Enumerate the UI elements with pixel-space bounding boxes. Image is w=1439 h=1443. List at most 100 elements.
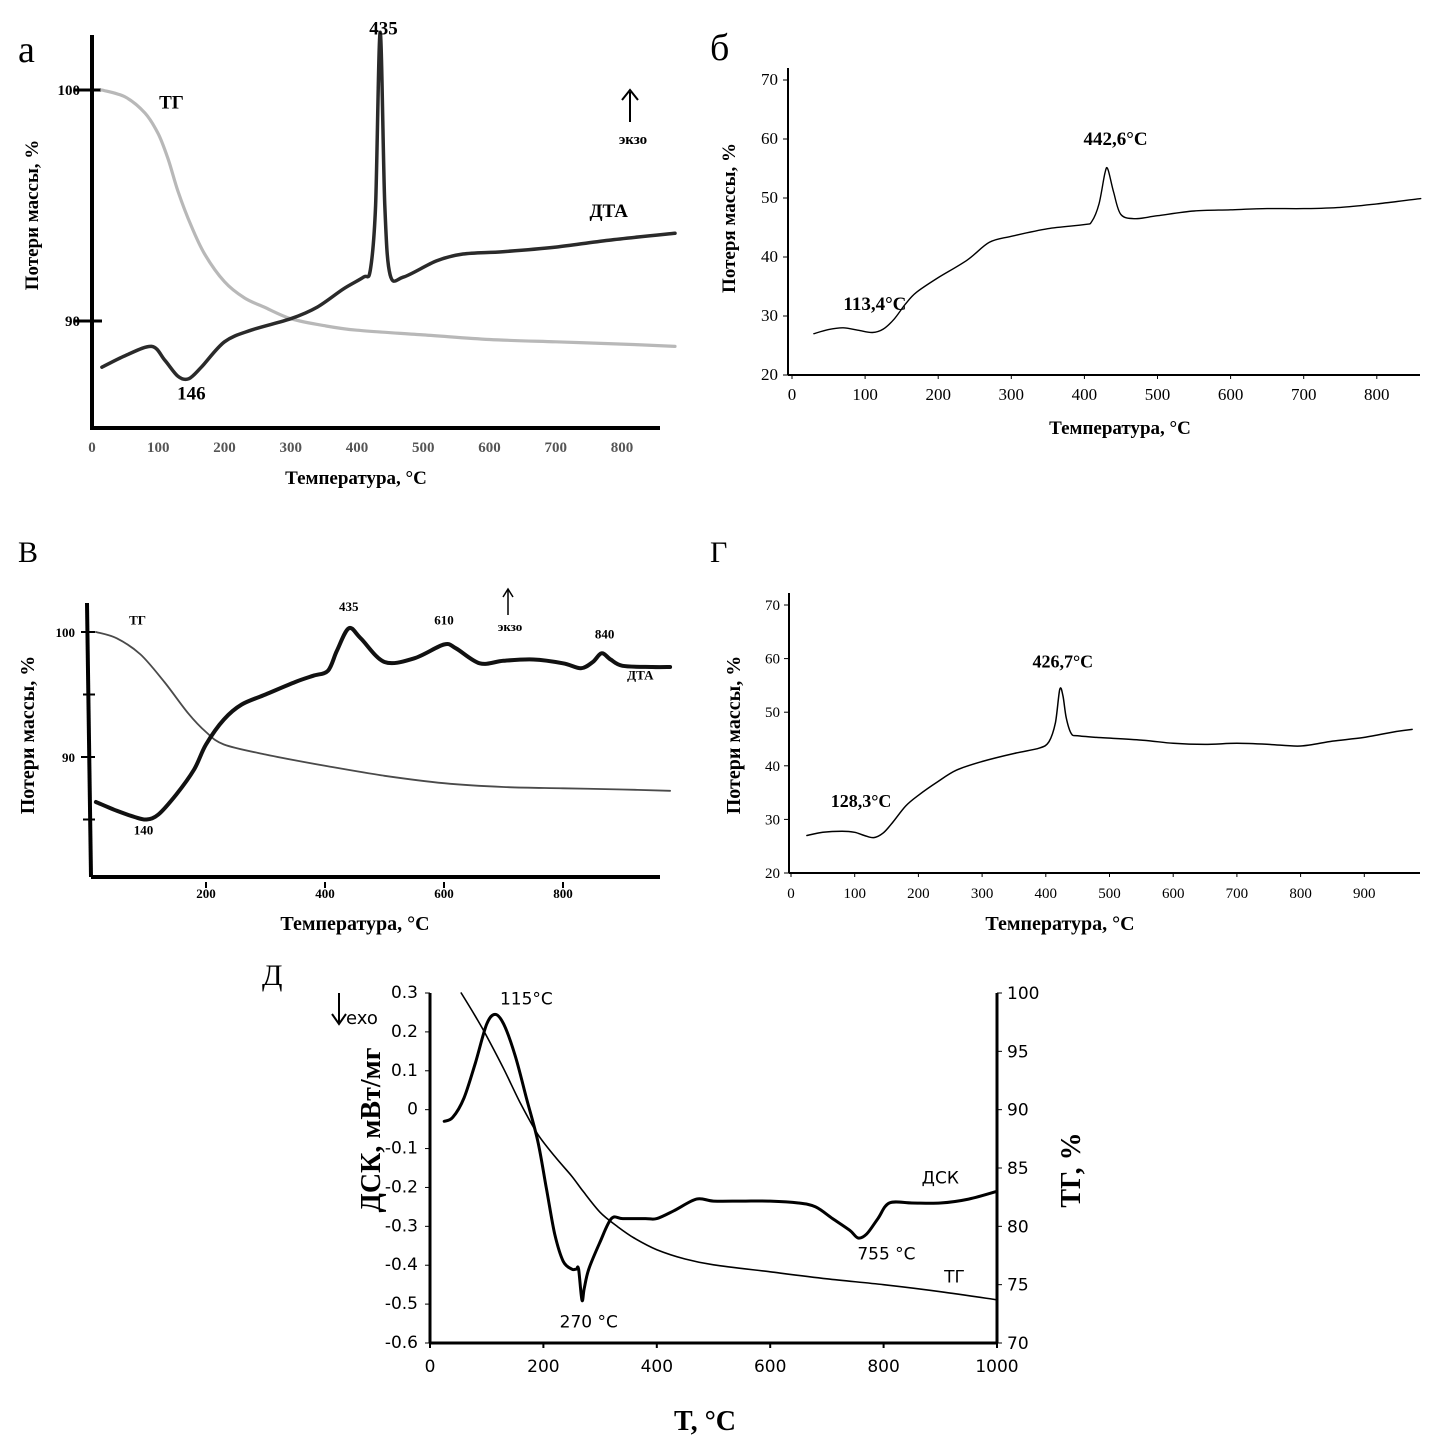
y-axis-label-b: Потеря массы, % xyxy=(719,143,740,293)
exo-arrow-icon-v xyxy=(502,587,514,615)
x-tick-label: 800 xyxy=(1364,385,1390,404)
y2-tick-label: 75 xyxy=(1007,1276,1029,1296)
x-tick-label: 0 xyxy=(787,886,795,902)
y-axis-v xyxy=(85,602,93,878)
annotation-label: ДТА xyxy=(589,201,628,222)
exo-arrow-icon-a xyxy=(621,88,639,122)
y-tick-label: -0.3 xyxy=(385,1216,418,1236)
x-tick-label: 700 xyxy=(1226,886,1249,902)
x-tick-label: 700 xyxy=(545,440,568,456)
exo-label-a: экзо xyxy=(619,132,647,148)
y2-tick-label: 95 xyxy=(1007,1042,1029,1062)
annotation-label: 840 xyxy=(595,626,615,641)
exo-label-d: exo xyxy=(346,1008,378,1029)
x-tick-label: 0 xyxy=(425,1357,436,1377)
x-tick-labels-b: 0 100 200 300 400 500 600 700 800 xyxy=(788,375,1390,404)
annotation-label: 442,6°С xyxy=(1084,129,1148,150)
y-tick-label: 40 xyxy=(761,247,778,266)
y-tick-label: 20 xyxy=(761,365,778,384)
series-line-ТГ xyxy=(460,992,998,1301)
annotations-a: ТГ ДТА 435 146 xyxy=(159,19,628,405)
annotations-b: 113,4°С 442,6°С xyxy=(843,129,1147,315)
y-tick-label: 30 xyxy=(761,306,778,325)
annotation-label: 435 xyxy=(339,599,359,614)
x-tick-label: 200 xyxy=(213,440,236,456)
y-tick-label: 70 xyxy=(765,598,780,614)
x-axis-label-v: Температура, °С xyxy=(280,913,429,935)
y-axis-label-a: Потери массы, % xyxy=(22,140,43,291)
series-line-ДТА xyxy=(100,30,677,382)
annotations-d: 115°C 270 °C 755 °C ДСК ТГ xyxy=(500,990,965,1333)
annotation-label: 146 xyxy=(177,384,206,405)
x-tick-labels-a: 0 100 200 300 400 500 600 700 800 xyxy=(88,440,633,456)
series-line-ДСК xyxy=(442,1012,999,1303)
x-tick-label: 400 xyxy=(1035,886,1058,902)
x-tick-label: 900 xyxy=(1353,886,1376,902)
y-tick-label: 0.3 xyxy=(391,983,418,1003)
panel-v: В 200 400 600 800 100 90 ТГ ДТА 435 610 840 140 Т… xyxy=(17,536,673,935)
annotation-label: 115°C xyxy=(500,990,553,1010)
panel-g: Г 0 100 200 300 400 500 600 700 800 900 20 30 40 50 6… xyxy=(710,536,1420,935)
y-axis-label-left-d: ДСК, мВт/мг xyxy=(356,1048,387,1213)
x-tick-label: 100 xyxy=(852,385,878,404)
y-tick-label: 60 xyxy=(761,129,778,148)
x-tick-labels-v: 200 400 600 800 xyxy=(196,882,573,901)
x-tick-label: 400 xyxy=(641,1357,673,1377)
y-tick-label: 90 xyxy=(65,314,80,330)
series-line-main xyxy=(813,166,1422,335)
x-tick-label: 600 xyxy=(754,1357,786,1377)
x-tick-label: 500 xyxy=(1145,385,1171,404)
x-axis-label-g: Температура, °С xyxy=(985,913,1134,935)
annotations-g: 128,3°С 426,7°С xyxy=(831,652,1093,811)
annotation-label: 128,3°С xyxy=(831,791,892,811)
x-tick-label: 300 xyxy=(280,440,303,456)
panel-a: а 0 100 200 300 400 500 600 700 800 100 90 ТГ ДТА 4… xyxy=(18,19,677,489)
y-tick-labels-left-d: 0.3 0.2 0.1 0 -0.1 -0.2 -0.3 -0.4 -0.5 -0.6 xyxy=(385,983,430,1353)
series-line-ТГ xyxy=(95,631,671,792)
x-tick-labels-d: 0 200 400 600 800 1000 xyxy=(425,1343,1019,1377)
x-tick-label: 100 xyxy=(843,886,866,902)
series-g xyxy=(806,687,1413,839)
x-tick-label: 0 xyxy=(788,385,797,404)
x-tick-label: 1000 xyxy=(975,1357,1018,1377)
x-tick-label: 700 xyxy=(1291,385,1317,404)
y-tick-labels-v: 100 90 xyxy=(56,625,95,821)
y-tick-label: 100 xyxy=(56,625,76,640)
y-tick-label: 50 xyxy=(765,705,780,721)
x-tick-label: 800 xyxy=(1289,886,1312,902)
y-tick-label: 90 xyxy=(62,750,75,765)
y-axis-label-g: Потери массы, % xyxy=(723,656,745,815)
annotation-label: 113,4°С xyxy=(843,294,906,315)
x-tick-label: 800 xyxy=(553,886,573,901)
y-tick-label: 60 xyxy=(765,652,780,668)
x-tick-label: 500 xyxy=(1098,886,1121,902)
exo-arrow-icon-d xyxy=(331,993,347,1026)
x-tick-label: 600 xyxy=(434,886,454,901)
y-tick-label: -0.5 xyxy=(385,1294,418,1314)
annotation-label: ТГ xyxy=(943,1268,965,1288)
annotation-label: 426,7°С xyxy=(1032,652,1093,672)
y-tick-label: 70 xyxy=(761,70,778,89)
y-tick-label: 100 xyxy=(58,83,81,99)
x-tick-label: 800 xyxy=(867,1357,899,1377)
y-tick-labels-right-d: 100 95 90 85 80 75 70 xyxy=(997,984,1039,1354)
x-tick-label: 600 xyxy=(1162,886,1185,902)
x-tick-label: 200 xyxy=(925,385,951,404)
y-tick-labels-g: 20 30 40 50 60 70 xyxy=(765,598,789,882)
y-tick-label: 40 xyxy=(765,759,780,775)
panel-b: б 0 100 200 300 400 500 600 700 800 20 30 40 50 60 70… xyxy=(710,27,1422,439)
x-tick-label: 200 xyxy=(196,886,216,901)
y-tick-labels-a: 100 90 xyxy=(58,83,102,330)
panel-label-b: б xyxy=(710,27,729,69)
annotation-label: ДТА xyxy=(627,668,654,683)
x-axis-label-b: Температура, °С xyxy=(1049,418,1191,439)
y-tick-label: -0.4 xyxy=(385,1255,418,1275)
y-tick-label: -0.1 xyxy=(385,1139,418,1159)
y-tick-label: 0 xyxy=(407,1100,418,1120)
annotation-label: ТГ xyxy=(159,92,184,113)
x-axis-label-d: T, °C xyxy=(674,1406,736,1437)
y-tick-label: 30 xyxy=(765,812,780,828)
x-tick-label: 500 xyxy=(412,440,435,456)
y-tick-labels-b: 20 30 40 50 60 70 xyxy=(761,70,788,384)
